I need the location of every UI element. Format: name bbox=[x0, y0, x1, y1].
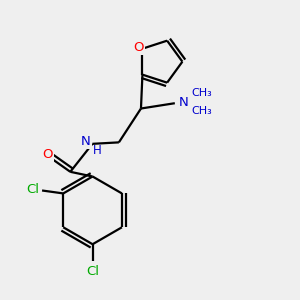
Text: N: N bbox=[81, 135, 91, 148]
Text: N: N bbox=[178, 95, 188, 109]
Text: H: H bbox=[93, 144, 102, 157]
Text: CH₃: CH₃ bbox=[191, 106, 212, 116]
Text: O: O bbox=[43, 148, 53, 161]
Text: Cl: Cl bbox=[86, 265, 99, 278]
Text: Cl: Cl bbox=[27, 183, 40, 196]
Text: CH₃: CH₃ bbox=[191, 88, 212, 98]
Text: O: O bbox=[134, 41, 144, 54]
